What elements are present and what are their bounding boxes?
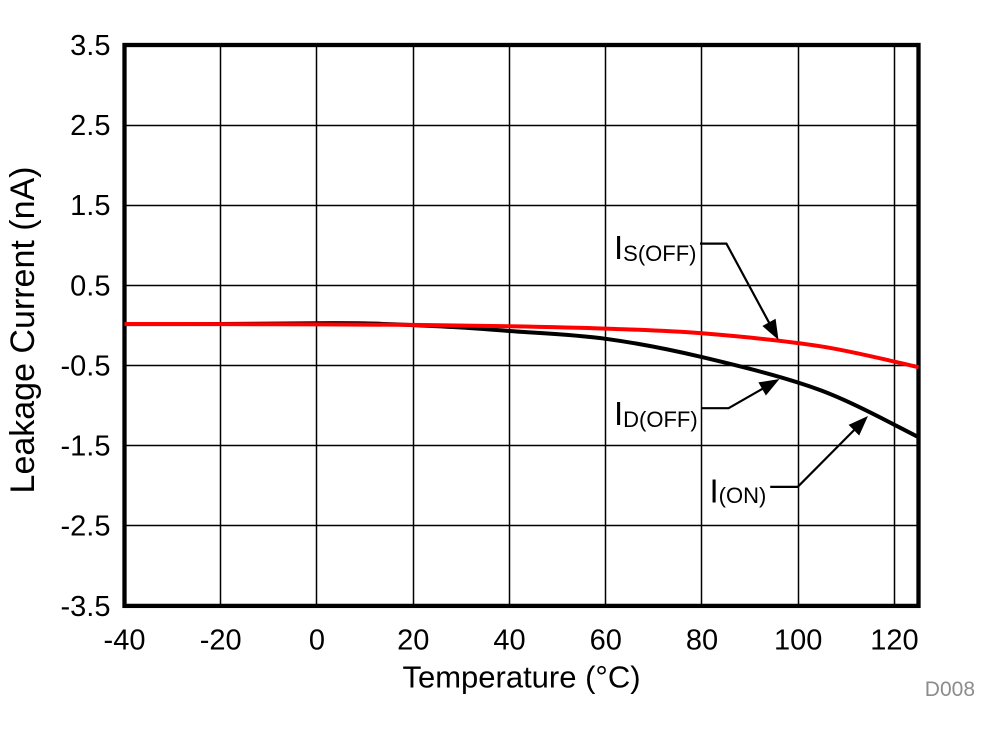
svg-text:0: 0 xyxy=(309,625,325,657)
svg-text:1.5: 1.5 xyxy=(70,190,110,222)
svg-text:-3.5: -3.5 xyxy=(61,591,111,623)
svg-text:40: 40 xyxy=(493,625,525,657)
svg-text:-1.5: -1.5 xyxy=(61,431,111,463)
svg-text:-0.5: -0.5 xyxy=(61,350,111,382)
svg-text:Leakage Current (nA): Leakage Current (nA) xyxy=(4,167,42,494)
svg-text:3.5: 3.5 xyxy=(70,30,110,62)
svg-text:-40: -40 xyxy=(104,625,146,657)
svg-text:D008: D008 xyxy=(925,678,975,701)
svg-text:20: 20 xyxy=(397,625,429,657)
svg-text:2.5: 2.5 xyxy=(70,110,110,142)
svg-text:100: 100 xyxy=(774,625,822,657)
svg-text:-20: -20 xyxy=(200,625,242,657)
svg-text:0.5: 0.5 xyxy=(70,270,110,302)
svg-text:120: 120 xyxy=(870,625,918,657)
svg-text:-2.5: -2.5 xyxy=(61,511,111,543)
svg-text:Temperature (°C): Temperature (°C) xyxy=(402,660,640,695)
svg-text:80: 80 xyxy=(686,625,718,657)
svg-text:60: 60 xyxy=(590,625,622,657)
